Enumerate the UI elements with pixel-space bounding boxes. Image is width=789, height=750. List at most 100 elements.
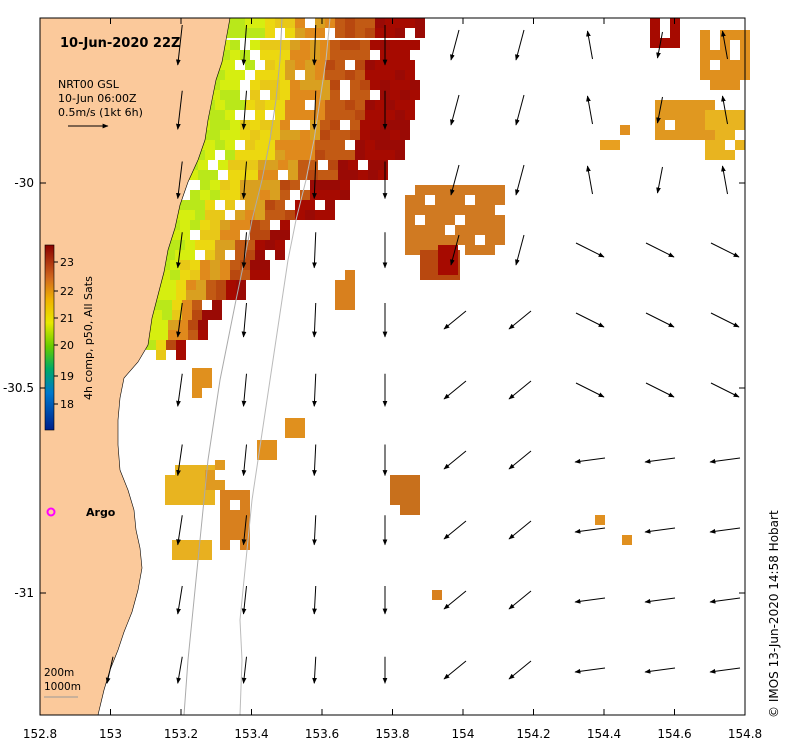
sst-cell — [185, 200, 195, 210]
sst-cell — [152, 300, 162, 310]
sst-cell — [405, 245, 415, 255]
x-tick-label: 154.8 — [728, 727, 762, 741]
sst-cell — [265, 210, 275, 220]
sst-cell — [390, 485, 400, 495]
sst-cell — [210, 180, 220, 190]
sst-cell — [485, 245, 495, 255]
sst-cell — [305, 200, 315, 210]
sst-cell — [172, 540, 182, 550]
sst-cell — [230, 520, 240, 530]
sst-cell — [350, 120, 360, 130]
sst-cell — [220, 220, 230, 230]
sst-cell — [365, 28, 375, 38]
sst-cell — [735, 140, 745, 150]
sst-cell — [365, 100, 375, 110]
sst-cell — [250, 230, 260, 240]
sst-cell — [620, 125, 630, 135]
sst-cell — [255, 140, 265, 150]
sst-cell — [465, 235, 475, 245]
sst-cell — [230, 180, 240, 190]
sst-cell — [280, 50, 290, 60]
sst-cell — [475, 205, 485, 215]
sst-cell — [485, 185, 495, 195]
sst-cell — [285, 28, 295, 38]
sst-cell — [190, 190, 200, 200]
sst-cell — [465, 205, 475, 215]
sst-cell — [375, 60, 385, 70]
sst-cell — [328, 170, 338, 180]
sst-cell — [655, 130, 665, 140]
sst-cell — [400, 40, 410, 50]
sst-cell — [250, 130, 260, 140]
sst-cell — [250, 190, 260, 200]
sst-cell — [415, 205, 425, 215]
current-arrow — [241, 515, 247, 546]
sst-cell — [265, 100, 275, 110]
sst-cell — [268, 170, 278, 180]
sst-cell — [230, 50, 240, 60]
sst-cell — [330, 180, 340, 190]
sst-cell — [192, 388, 202, 398]
sst-cell — [230, 510, 240, 520]
sst-cell — [270, 130, 280, 140]
sst-cell — [172, 300, 182, 310]
sst-cell — [385, 100, 395, 110]
current-arrow — [515, 94, 525, 126]
sst-cell — [385, 140, 395, 150]
y-axis: -30 -30.5 -31 — [3, 176, 745, 600]
sst-cell — [285, 18, 295, 28]
sst-cell — [315, 150, 325, 160]
sst-cell — [735, 120, 745, 130]
current-arrow — [443, 380, 467, 400]
sst-cell — [200, 190, 210, 200]
x-tick-label: 154.6 — [657, 727, 691, 741]
sst-cell — [225, 18, 235, 28]
sst-cell — [228, 170, 238, 180]
colorbar — [44, 244, 55, 431]
sst-cell — [360, 50, 370, 60]
sst-cell — [660, 38, 670, 48]
sst-cell — [425, 235, 435, 245]
sst-cell — [335, 70, 345, 80]
sst-cell — [202, 378, 212, 388]
sst-cell — [250, 270, 260, 280]
sst-cell — [205, 495, 215, 505]
sst-cell — [335, 300, 345, 310]
sst-cell — [375, 140, 385, 150]
sst-cell — [210, 260, 220, 270]
sst-cell — [235, 240, 245, 250]
sst-cell — [475, 195, 485, 205]
sst-cell — [685, 100, 695, 110]
sst-cell — [425, 225, 435, 235]
sst-cell — [220, 120, 230, 130]
sst-cell — [350, 80, 360, 90]
sst-cell — [345, 100, 355, 110]
sst-cell — [420, 250, 430, 260]
sst-cell — [202, 368, 212, 378]
sst-cell — [248, 170, 258, 180]
sst-cell — [415, 225, 425, 235]
sst-cell — [260, 270, 270, 280]
sst-cell — [265, 70, 275, 80]
x-tick-label: 154 — [452, 727, 475, 741]
sst-cell — [345, 18, 355, 28]
sst-cell — [355, 70, 365, 80]
sst-cell — [350, 90, 360, 100]
current-arrow — [575, 382, 605, 398]
sst-cell — [285, 100, 295, 110]
sst-cell — [485, 195, 495, 205]
sst-cell — [335, 290, 345, 300]
sst-cell — [725, 110, 735, 120]
sst-cell — [275, 210, 285, 220]
sst-cell — [178, 320, 188, 330]
sst-cell — [405, 225, 415, 235]
sst-cell — [700, 30, 710, 40]
sst-cell — [230, 120, 240, 130]
sst-cell — [405, 110, 415, 120]
sst-cell — [438, 245, 448, 255]
sst-cell — [257, 450, 267, 460]
sst-cell — [275, 70, 285, 80]
sst-cell — [295, 140, 305, 150]
sst-cell — [315, 140, 325, 150]
sst-cell — [250, 120, 260, 130]
